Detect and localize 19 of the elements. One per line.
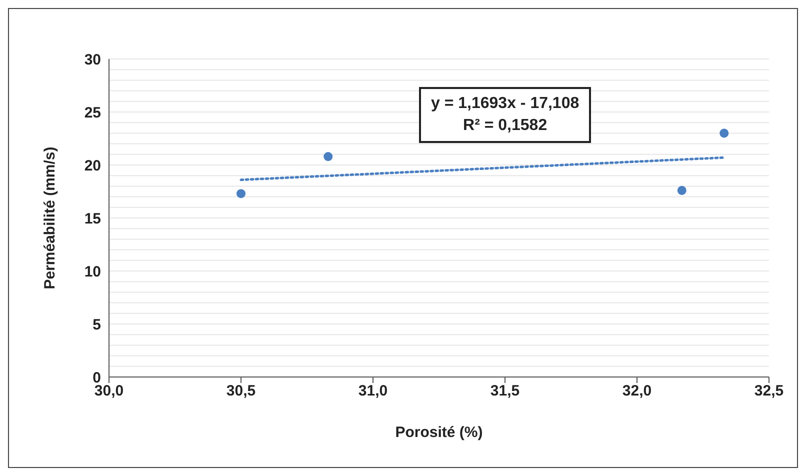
y-tick-label: 15 <box>84 210 101 228</box>
x-tick-label: 32,0 <box>622 382 652 400</box>
annotation: R² = 0,1582 <box>462 116 548 136</box>
point <box>236 189 246 198</box>
point <box>324 152 333 162</box>
y-tick-label: 25 <box>84 104 101 122</box>
x-axis-title: Porosité (%) <box>395 424 483 441</box>
annotation: y = 1,1693x - 17,108 <box>431 94 580 114</box>
x-tick-label: 31,0 <box>358 382 388 400</box>
x-tick-label: 32,5 <box>754 382 784 400</box>
y-tick-label: 30 <box>84 51 101 68</box>
y-tick-label: 10 <box>84 263 101 280</box>
x-tick-label: 31,5 <box>490 382 520 400</box>
point <box>720 128 729 138</box>
point <box>677 186 686 195</box>
y-tick-label: 20 <box>84 157 101 174</box>
y-axis-title: Perméabilité (mm/s) <box>41 146 58 290</box>
y-tick-label: 5 <box>92 316 101 334</box>
x-tick-label: 30,5 <box>226 382 256 400</box>
